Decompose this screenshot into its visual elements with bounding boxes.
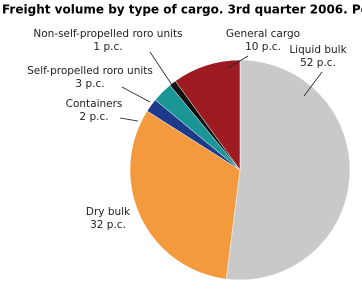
value-label: 32 p.c. bbox=[90, 219, 126, 231]
slice-label: Containers bbox=[66, 98, 123, 110]
value-label: 3 p.c. bbox=[75, 78, 104, 90]
pie-slice bbox=[129, 110, 241, 280]
value-label: 10 p.c. bbox=[245, 41, 281, 53]
leader-line bbox=[303, 71, 323, 97]
pie-slice bbox=[174, 59, 241, 171]
slice-label: General cargo bbox=[226, 28, 300, 40]
value-label: 1 p.c. bbox=[93, 41, 122, 53]
leader-line bbox=[121, 86, 151, 103]
slice-label: Self-propelled roro units bbox=[27, 65, 153, 77]
chart-title: Freight volume by type of cargo. 3rd qua… bbox=[2, 3, 362, 17]
slice-label: Liquid bulk bbox=[289, 44, 347, 56]
value-label: 52 p.c. bbox=[300, 57, 336, 69]
value-label: 2 p.c. bbox=[79, 111, 108, 123]
leader-line bbox=[149, 51, 173, 86]
slice-label: Non-self-propelled roro units bbox=[33, 28, 182, 40]
pie-slice bbox=[225, 59, 351, 281]
leader-line bbox=[119, 117, 139, 122]
leader-line bbox=[227, 55, 249, 69]
slice-label: Dry bulk bbox=[86, 206, 131, 218]
